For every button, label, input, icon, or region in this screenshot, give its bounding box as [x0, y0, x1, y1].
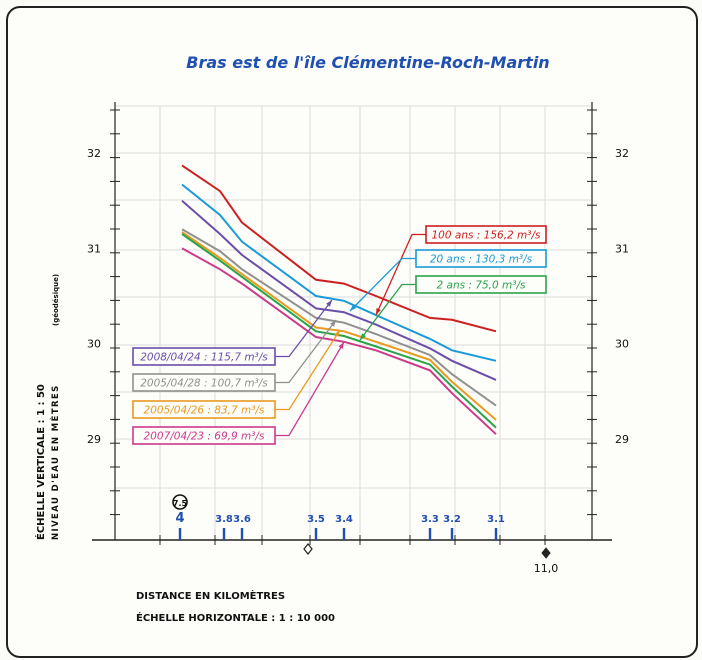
- series-line-1: [181, 183, 497, 362]
- grid: [116, 105, 591, 538]
- legend-leader-6: [275, 341, 345, 437]
- km-label: 11,0: [534, 562, 559, 575]
- legend-leader-2: [275, 299, 333, 358]
- y-tick-label-left: 30: [87, 338, 101, 351]
- y-tick-label-left: 32: [87, 147, 101, 160]
- station-label-2: 3.6: [233, 514, 251, 525]
- legend-leader-0: [375, 233, 426, 316]
- origin-marker: [303, 543, 313, 555]
- station-label-1: 3.8: [215, 514, 233, 525]
- legend-arrowhead-4: [334, 330, 340, 337]
- legend-arrowhead-2: [326, 300, 332, 307]
- series-line-3: [181, 228, 497, 407]
- legend-leader-3: [275, 319, 337, 384]
- series-lines: [181, 164, 497, 435]
- series-line-5: [181, 233, 497, 429]
- y-tick-label-left: 31: [87, 242, 101, 255]
- y-tick-labels-left: 29 30 31 32: [87, 147, 101, 446]
- legend-arrowhead-6: [338, 342, 344, 349]
- legend-label-5: 2 ans : 75,0 m³/s: [437, 280, 526, 292]
- legend-label-2: 2008/04/24 : 115,7 m³/s: [140, 352, 268, 364]
- legend-leader-1: [349, 257, 416, 312]
- station-label-3: 3.5: [307, 514, 325, 525]
- legend: 100 ans : 156,2 m³/s 20 ans : 130,3 m³/s 2…: [132, 225, 547, 445]
- station-label-5: 3.3: [421, 514, 439, 525]
- station-label-7: 3.1: [487, 514, 505, 525]
- station-markers: 4 3.8 3.6 3.5 3.4 3.3 3.2 3.1: [175, 511, 505, 540]
- legend-arrowhead-1: [350, 304, 357, 311]
- y-tick-label-left: 29: [87, 433, 101, 446]
- legend-label-3: 2005/04/28 : 100,7 m³/s: [140, 378, 268, 390]
- series-line-0: [181, 164, 497, 333]
- legend-arrowhead-5: [360, 333, 366, 340]
- y-label-line-2: NIVEAU D'EAU EN MÈTRES: [49, 384, 61, 540]
- y-label-line-1: ÉCHELLE VERTICALE : 1 : 50: [34, 384, 47, 540]
- km-diamond: [541, 547, 551, 559]
- series-line-4: [181, 231, 497, 421]
- x-label-line-1: DISTANCE EN KILOMÈTRES: [136, 589, 285, 602]
- y-tick-label-right: 31: [615, 242, 629, 255]
- y-tick-labels-right: 29 30 31 32: [615, 147, 629, 446]
- legend-leader-4: [275, 329, 341, 411]
- legend-label-6: 2007/04/23 : 69,9 m³/s: [144, 431, 265, 443]
- plot-area: [92, 102, 612, 541]
- station-label-4: 3.4: [335, 514, 353, 525]
- chart-title: Bras est de l'île Clémentine-Roch-Martin: [186, 53, 549, 72]
- y-tick-label-right: 32: [615, 147, 629, 160]
- y-tick-label-right: 30: [615, 338, 629, 351]
- legend-arrowhead-0: [376, 308, 381, 315]
- station-label-0: 4: [175, 511, 184, 526]
- axis-ticks: [110, 109, 597, 545]
- y-label-line-3: (géodésique): [52, 274, 60, 326]
- circled-marker-label: 7.5: [173, 499, 188, 508]
- legend-leader-5: [359, 283, 416, 341]
- y-tick-label-right: 29: [615, 433, 629, 446]
- legend-label-1: 20 ans : 130,3 m³/s: [430, 254, 533, 266]
- series-line-2: [181, 199, 497, 381]
- origin-diamond: [303, 543, 313, 555]
- circled-marker: [172, 494, 188, 510]
- legend-label-4: 2005/04/26 : 83,7 m³/s: [144, 405, 265, 417]
- legend-label-0: 100 ans : 156,2 m³/s: [432, 230, 542, 242]
- legend-arrowhead-3: [330, 320, 336, 327]
- series-line-6: [181, 247, 497, 435]
- chart-frame: [6, 6, 698, 658]
- station-label-6: 3.2: [443, 514, 461, 525]
- x-label-line-2: ÉCHELLE HORIZONTALE : 1 : 10 000: [136, 611, 335, 624]
- km-marker: 11,0: [534, 547, 559, 575]
